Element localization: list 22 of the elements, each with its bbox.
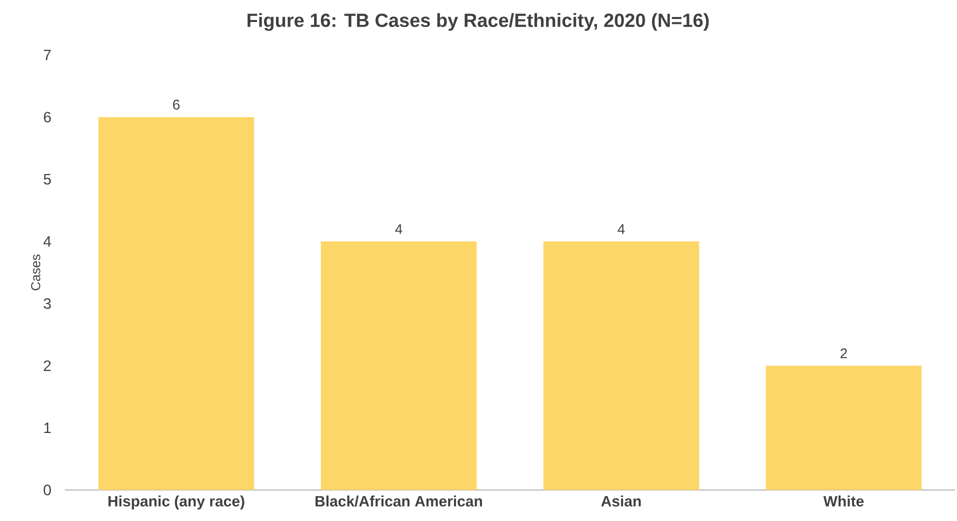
y-tick-label: 4 <box>43 236 52 247</box>
y-tick-label: 5 <box>44 174 51 185</box>
bar <box>543 241 700 490</box>
y-tick-label: 1 <box>44 422 51 434</box>
x-tick-label: Black/African American <box>316 496 482 507</box>
y-tick-label: 3 <box>44 298 51 309</box>
y-tick-label: 7 <box>44 50 51 60</box>
data-label: 4 <box>395 224 402 234</box>
bar <box>98 117 254 490</box>
data-label: 6 <box>173 100 180 110</box>
bar <box>320 241 477 490</box>
chart-title: Figure 16: TB Cases by Race/Ethnicity, 2020 (N=16) <box>248 13 709 31</box>
y-tick-label: 0 <box>44 484 51 496</box>
bar <box>766 366 922 490</box>
y-tick-label: 2 <box>44 360 51 371</box>
y-tick-label: 6 <box>44 112 51 122</box>
data-label: 2 <box>840 348 847 358</box>
x-tick-label: White <box>823 496 864 507</box>
data-label: 4 <box>618 224 625 234</box>
y-axis-title: Cases <box>31 254 40 290</box>
x-tick-label: Asian <box>601 496 641 507</box>
x-tick-label: Hispanic (any race) <box>108 496 244 510</box>
